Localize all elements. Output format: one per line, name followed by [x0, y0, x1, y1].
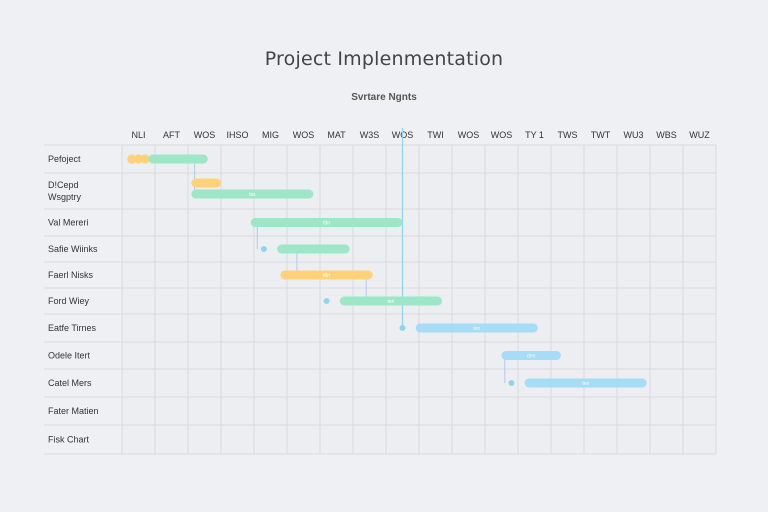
milestone-dot: [508, 380, 515, 386]
task-bar-label: t0n: [323, 220, 330, 226]
task-bar: [148, 154, 208, 164]
task-bar-label: t0n: [323, 273, 330, 279]
column-tick-label: W3S: [360, 130, 380, 140]
task-label: Ford Wiey: [48, 296, 90, 306]
task-bar: [277, 244, 350, 254]
column-tick-label: AFT: [163, 130, 181, 140]
task-bar: [250, 218, 403, 227]
task-label: Fisk Chart: [48, 435, 90, 445]
milestone-dot: [323, 298, 330, 304]
task-label: Val Mereri: [48, 218, 88, 228]
task-bar-label: tes: [582, 381, 589, 387]
milestone-dot: [399, 325, 406, 331]
task-bar: [415, 323, 538, 333]
task-label: Fater Matien: [48, 406, 99, 416]
task-label: Faerl Nisks: [48, 270, 94, 280]
milestone-dot: [260, 246, 267, 252]
task-bar-label: tss: [249, 192, 256, 198]
column-tick-label: WOS: [491, 130, 513, 140]
task-bar-dot: [140, 154, 150, 164]
column-tick-label: WOS: [293, 130, 315, 140]
task-label: Eatfe Tirnes: [48, 323, 97, 333]
task-label: D!Cepd: [48, 180, 79, 190]
task-label: Odele Itert: [48, 351, 91, 361]
column-tick-label: TY 1: [525, 130, 544, 140]
column-tick-label: WU3: [624, 130, 644, 140]
task-bar-dot: [127, 154, 137, 164]
task-label: Wsgptry: [48, 192, 82, 202]
column-tick-label: TWS: [558, 130, 578, 140]
task-bar: [191, 178, 221, 188]
task-label: Catel Mers: [48, 378, 92, 388]
task-bar-label: ten: [473, 326, 480, 332]
column-tick-label: NLI: [131, 130, 145, 140]
task-bar-dot: [133, 154, 144, 164]
task-bar: [524, 378, 647, 388]
task-bar: [501, 351, 561, 360]
task-bar: [191, 189, 314, 199]
column-tick-label: TWT: [591, 130, 611, 140]
task-bar: [280, 270, 373, 280]
chart-title: Project Implenmentation: [264, 48, 504, 70]
column-tick-label: TWI: [427, 130, 444, 140]
task-label: Safie Wiinks: [48, 244, 98, 254]
task-bar: [339, 296, 443, 306]
chart-subtitle: Svrtare Ngnts: [351, 92, 417, 103]
column-tick-label: MAT: [327, 130, 346, 140]
task-bar-label: den: [527, 353, 536, 359]
column-tick-label: WOS: [194, 130, 216, 140]
column-tick-label: WUZ: [689, 130, 710, 140]
column-tick-label: IHSO: [226, 130, 248, 140]
column-tick-label: WBS: [656, 130, 677, 140]
task-label: Pefoject: [48, 154, 81, 164]
column-tick-label: MIG: [262, 130, 279, 140]
task-bar-label: ten: [387, 299, 394, 305]
column-tick-label: WOS: [458, 130, 480, 140]
